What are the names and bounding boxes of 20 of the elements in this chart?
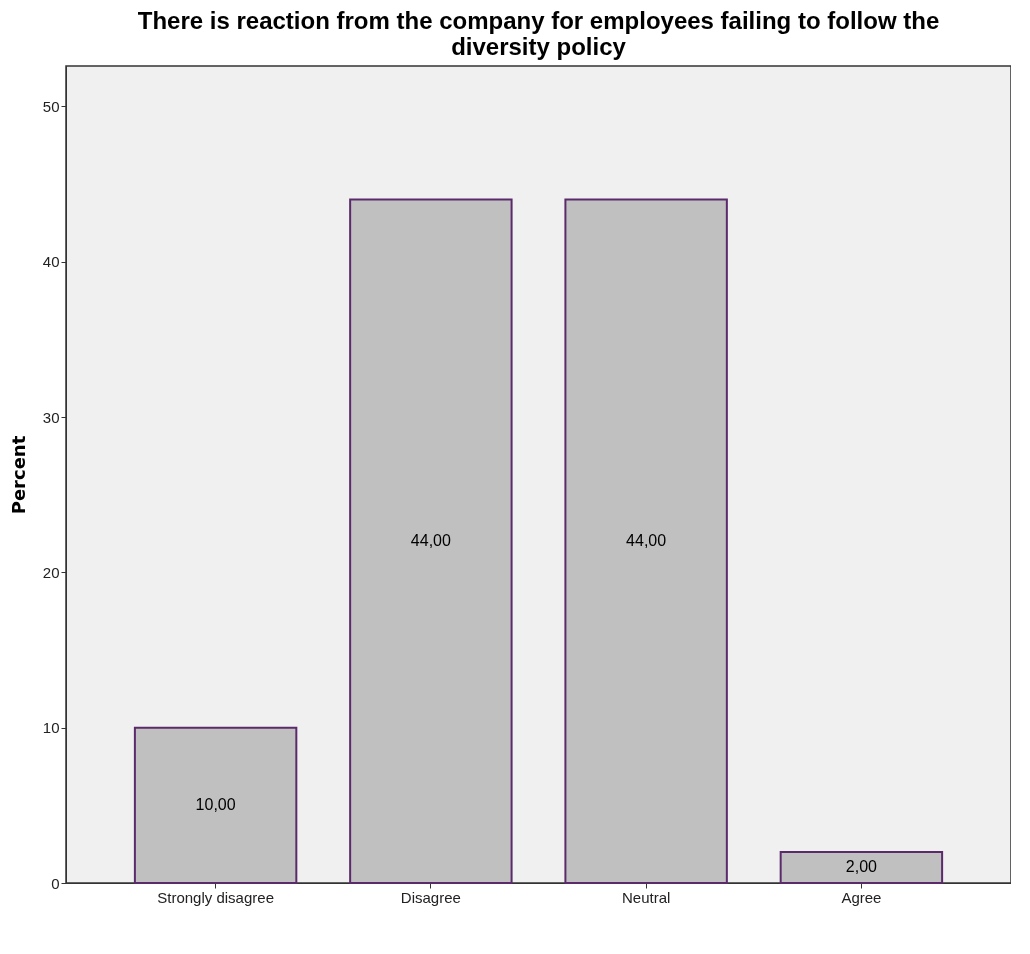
y-axis-title: Percent <box>7 435 29 515</box>
bar <box>564 198 728 884</box>
y-tick-label: 40 <box>42 253 60 271</box>
y-tick-label: 30 <box>42 408 60 426</box>
data-label: 44,00 <box>626 532 667 550</box>
x-tick-label: Agree <box>841 888 882 906</box>
chart-title: There is reaction from the company for employees failing to follow the diversity policy <box>137 7 940 60</box>
x-tick-label: Neutral <box>621 888 671 906</box>
bar <box>349 198 513 884</box>
bar <box>133 726 298 884</box>
data-label: 10,00 <box>195 796 236 814</box>
y-tick-label: 20 <box>42 563 60 581</box>
data-label: 2,00 <box>845 858 878 876</box>
y-tick-label: 50 <box>42 97 60 115</box>
x-tick-label: Disagree <box>400 888 461 906</box>
bar <box>779 850 944 884</box>
y-tick-label: 0 <box>51 874 60 892</box>
x-tick-label: Strongly disagree <box>157 888 274 906</box>
data-label: 44,00 <box>410 532 451 550</box>
y-tick-label: 10 <box>42 719 60 737</box>
